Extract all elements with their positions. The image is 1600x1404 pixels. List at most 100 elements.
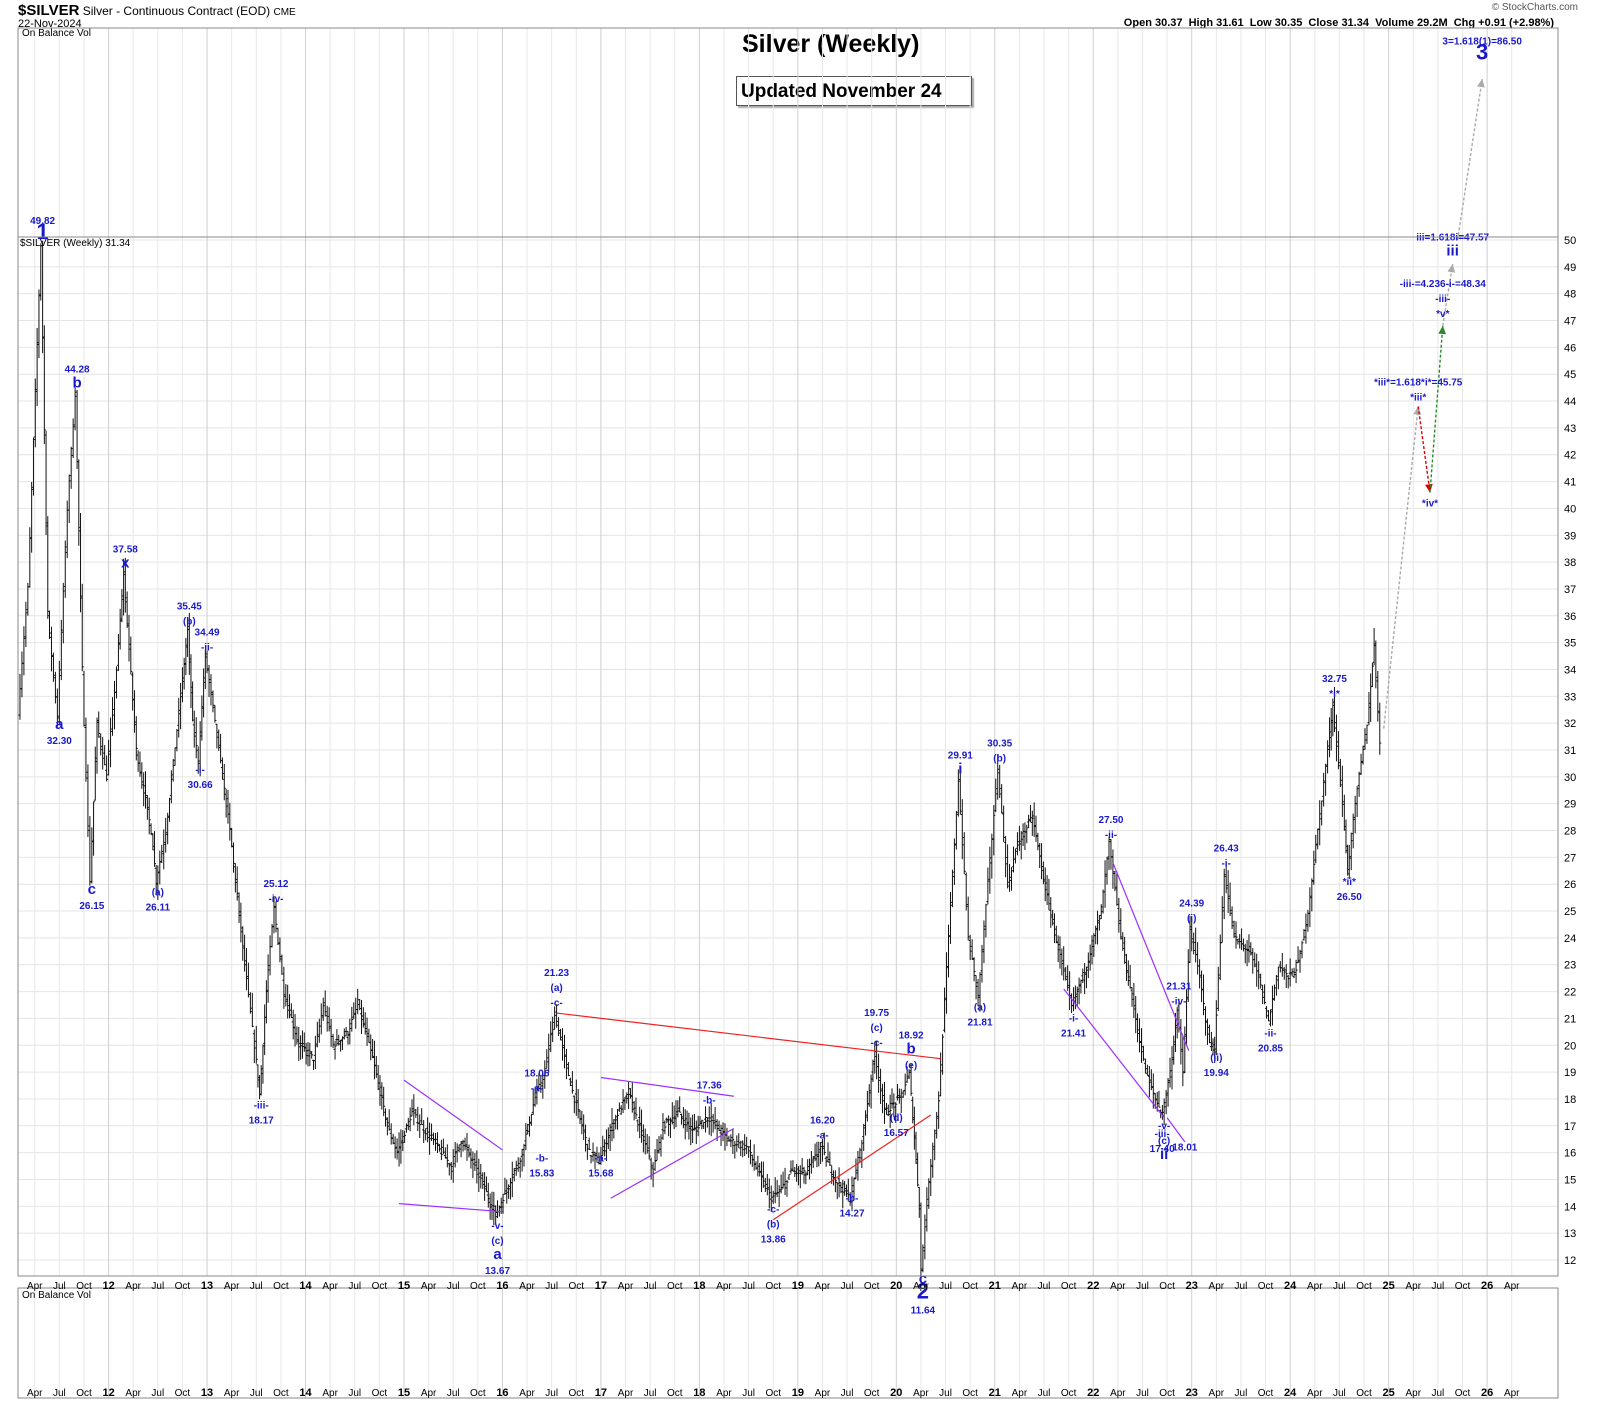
wave-label: -a- 15.68 <box>588 1153 613 1179</box>
price-bar <box>48 610 52 639</box>
price-bar <box>587 1137 591 1151</box>
price-bar <box>628 1088 632 1099</box>
price-bar <box>1351 813 1355 849</box>
annotations: 49.821a32.3044.28bc26.1537.58x(a)26.1135… <box>30 37 1522 1317</box>
price-bar <box>683 1109 687 1140</box>
price-bar <box>765 1174 769 1196</box>
price-bar <box>1157 1090 1161 1108</box>
x-tick-label: 14 <box>299 1387 312 1399</box>
wave-label-text: -c- <box>767 1204 779 1215</box>
price-bar <box>222 763 226 801</box>
x-tick-label: Apr <box>1012 1281 1028 1292</box>
price-bar <box>545 1049 549 1069</box>
price-bar <box>179 682 183 730</box>
y-tick-label: 25 <box>1564 906 1576 918</box>
price-bar <box>300 1030 304 1059</box>
price-bar <box>1004 835 1008 878</box>
wave-label-text: -a- <box>531 1083 543 1094</box>
wave-label: (a) 26.11 <box>146 887 171 913</box>
price-bar <box>1224 862 1228 894</box>
price-bar <box>614 1114 618 1130</box>
price-bar <box>659 1134 663 1157</box>
wave-label-text: *ii* <box>1343 877 1356 888</box>
price-bar <box>698 1116 702 1126</box>
price-bar <box>1130 987 1134 1007</box>
wave-label: 24.39 (i) <box>1179 898 1204 924</box>
wave-label: c2 11.64 <box>911 1271 936 1317</box>
wave-label-text: 17.40 <box>1150 1144 1175 1155</box>
obv-panel-bottom <box>17 1287 1559 1399</box>
price-bar <box>461 1139 465 1152</box>
x-tick-label: 23 <box>1186 1387 1198 1399</box>
price-bar <box>422 1119 426 1144</box>
y-tick-label: 27 <box>1564 852 1576 864</box>
wave-label-text: (a) <box>550 983 562 994</box>
wave-label-text: -iii- <box>1435 294 1450 305</box>
price-bar <box>134 716 138 761</box>
price-bar <box>921 1244 925 1273</box>
price-bar <box>120 589 124 623</box>
price-bar <box>791 1160 795 1172</box>
wave-label-text: 26.11 <box>146 902 171 913</box>
price-bar <box>616 1109 620 1130</box>
price-bar <box>77 459 81 546</box>
price-bar <box>1344 819 1348 854</box>
price-bar <box>224 788 228 818</box>
price-bar <box>219 733 223 764</box>
x-tick-label: Apr <box>815 1388 831 1399</box>
price-bar <box>636 1119 640 1132</box>
wave-label-text: 30.66 <box>188 780 213 791</box>
price-bar <box>946 924 950 978</box>
price-bar <box>380 1082 384 1110</box>
price-bar <box>727 1135 731 1142</box>
chart-date: 22-Nov-2024 <box>18 18 82 30</box>
price-bar <box>1139 1028 1143 1063</box>
x-tick-label: Oct <box>1159 1388 1175 1399</box>
price-bar <box>246 962 250 998</box>
price-bar <box>1218 934 1222 981</box>
price-bar <box>678 1096 682 1113</box>
x-tick-label: Apr <box>27 1281 43 1292</box>
price-bar <box>1270 985 1274 1026</box>
x-tick-label: Oct <box>1356 1388 1372 1399</box>
price-bar <box>439 1139 443 1161</box>
price-bar <box>107 739 111 776</box>
price-bar <box>884 1102 888 1115</box>
price-bar <box>145 794 149 820</box>
price-bar <box>312 1059 316 1070</box>
y-tick-label: 30 <box>1564 772 1576 784</box>
price-bar <box>263 1004 267 1056</box>
price-bar <box>535 1078 539 1105</box>
wave-label-text: 21.81 <box>967 1018 992 1029</box>
price-bar <box>90 827 94 884</box>
price-bar <box>760 1161 764 1193</box>
price-bar <box>127 614 131 662</box>
price-bar <box>404 1123 408 1133</box>
price-bar <box>514 1160 518 1176</box>
wave-label-text: 16.57 <box>884 1128 909 1139</box>
price-bar <box>455 1143 459 1163</box>
y-tick-label: 44 <box>1564 396 1576 408</box>
x-tick-label: 25 <box>1383 1387 1395 1399</box>
price-bar <box>779 1174 783 1194</box>
x-tick-label: 18 <box>693 1280 705 1292</box>
price-bar <box>270 924 274 948</box>
price-bar <box>378 1075 382 1106</box>
price-bar <box>1365 724 1369 744</box>
price-bar <box>1353 795 1357 834</box>
price-bar <box>1123 936 1127 964</box>
wave-label-text: -ii- <box>1264 1028 1276 1039</box>
projection-line <box>1442 264 1454 327</box>
price-bar <box>1228 882 1232 916</box>
price-bar <box>539 1075 543 1093</box>
price-bar <box>484 1176 488 1193</box>
price-bar <box>371 1038 375 1059</box>
price-bar <box>111 697 115 736</box>
wave-label-text: b <box>72 375 81 392</box>
x-tick-label: 15 <box>398 1387 410 1399</box>
price-bar <box>49 626 53 672</box>
wave-label: 27.50 -ii- <box>1098 815 1123 841</box>
price-bar <box>909 1063 913 1096</box>
price-bar <box>1181 1035 1185 1087</box>
wave-label-text: 14.27 <box>839 1209 864 1220</box>
